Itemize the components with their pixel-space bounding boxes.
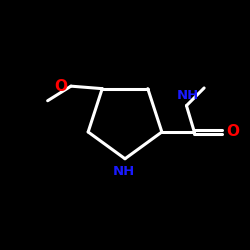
Text: O: O <box>226 124 239 140</box>
Text: NH: NH <box>176 89 199 102</box>
Text: NH: NH <box>112 165 135 178</box>
Text: O: O <box>54 79 67 94</box>
